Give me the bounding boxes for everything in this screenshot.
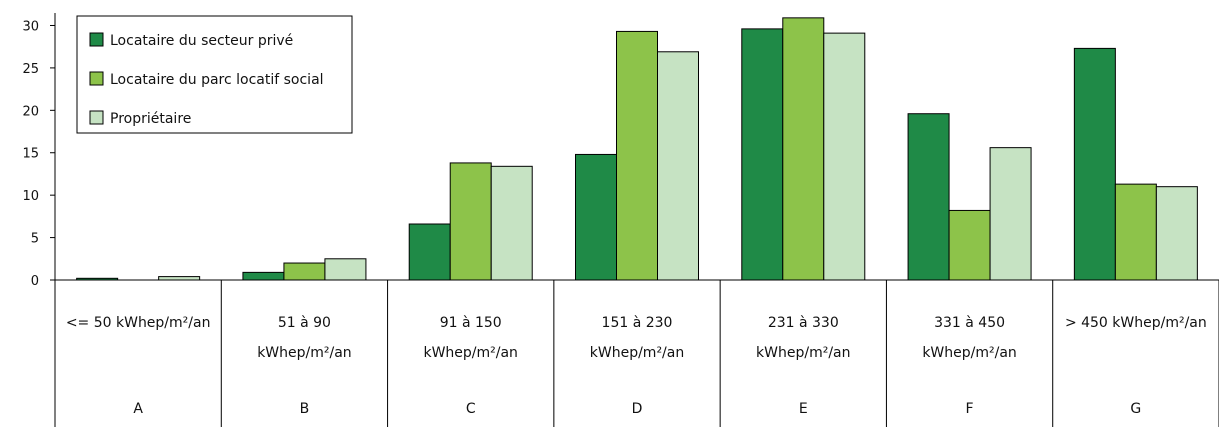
category-label: 51 à 90 — [278, 315, 331, 331]
category-label: 231 à 330 — [768, 315, 839, 331]
bar-e-series-1 — [741, 28, 784, 281]
category-label: <= 50 kWhep/m²/an — [66, 315, 211, 331]
y-axis: 0 5 10 15 20 25 30 — [22, 13, 56, 289]
category-label: kWhep/m²/an — [257, 345, 351, 361]
bar-d-series-2 — [616, 30, 658, 281]
bar-d-series-1 — [575, 153, 617, 281]
category-letter: E — [799, 401, 808, 417]
bar-d-series-3 — [657, 51, 699, 281]
bar-f-series-1 — [907, 113, 950, 281]
y-tick-label: 10 — [22, 189, 39, 204]
y-tick-label: 15 — [22, 147, 39, 162]
bar-c-series-1 — [408, 223, 451, 281]
legend-label: Propriétaire — [110, 111, 191, 127]
x-axis: <= 50 kWhep/m²/an A 51 à 90 kWhep/m²/an B 91 … — [50, 279, 1219, 427]
category-label: 331 à 450 — [934, 315, 1005, 331]
bar-g-series-2 — [1114, 183, 1157, 281]
category-label: kWhep/m²/an — [922, 345, 1016, 361]
legend-swatch — [89, 110, 104, 125]
category-letter: D — [632, 401, 643, 417]
bar-f-series-3 — [989, 147, 1032, 281]
bar-b-series-3 — [324, 258, 367, 281]
category-label: > 450 kWhep/m²/an — [1065, 315, 1207, 331]
legend-box — [76, 15, 353, 134]
bar-a-series-3 — [158, 276, 201, 281]
y-tick-label: 0 — [31, 274, 39, 289]
category-letter: A — [133, 401, 143, 417]
category-letter: C — [466, 401, 476, 417]
category-label: 151 à 230 — [602, 315, 673, 331]
y-tick-label: 30 — [22, 19, 39, 34]
category-label: kWhep/m²/an — [423, 345, 517, 361]
category-letter: G — [1130, 401, 1141, 417]
y-tick-label: 20 — [22, 104, 39, 119]
legend-swatch — [89, 71, 104, 86]
category-letter: B — [300, 401, 310, 417]
legend-label: Locataire du parc locatif social — [110, 72, 324, 88]
bar-g-series-1 — [1073, 47, 1116, 281]
legend: Locataire du secteur privé Locataire du p… — [76, 15, 353, 134]
category-letter: F — [966, 401, 974, 417]
bar-e-series-3 — [823, 32, 866, 281]
category-label: kWhep/m²/an — [590, 345, 684, 361]
bars — [76, 17, 1198, 281]
bar-f-series-2 — [948, 209, 991, 281]
bar-c-series-3 — [490, 165, 533, 281]
y-tick-label: 5 — [31, 232, 39, 247]
bar-e-series-2 — [782, 17, 825, 281]
bar-b-series-2 — [283, 262, 326, 281]
bar-g-series-3 — [1155, 186, 1198, 281]
legend-swatch — [89, 32, 104, 47]
y-tick-label: 25 — [22, 62, 39, 77]
category-label: 91 à 150 — [440, 315, 502, 331]
bar-c-series-2 — [449, 162, 492, 281]
bar-b-series-1 — [242, 271, 285, 281]
category-label: kWhep/m²/an — [756, 345, 850, 361]
legend-label: Locataire du secteur privé — [110, 33, 293, 49]
